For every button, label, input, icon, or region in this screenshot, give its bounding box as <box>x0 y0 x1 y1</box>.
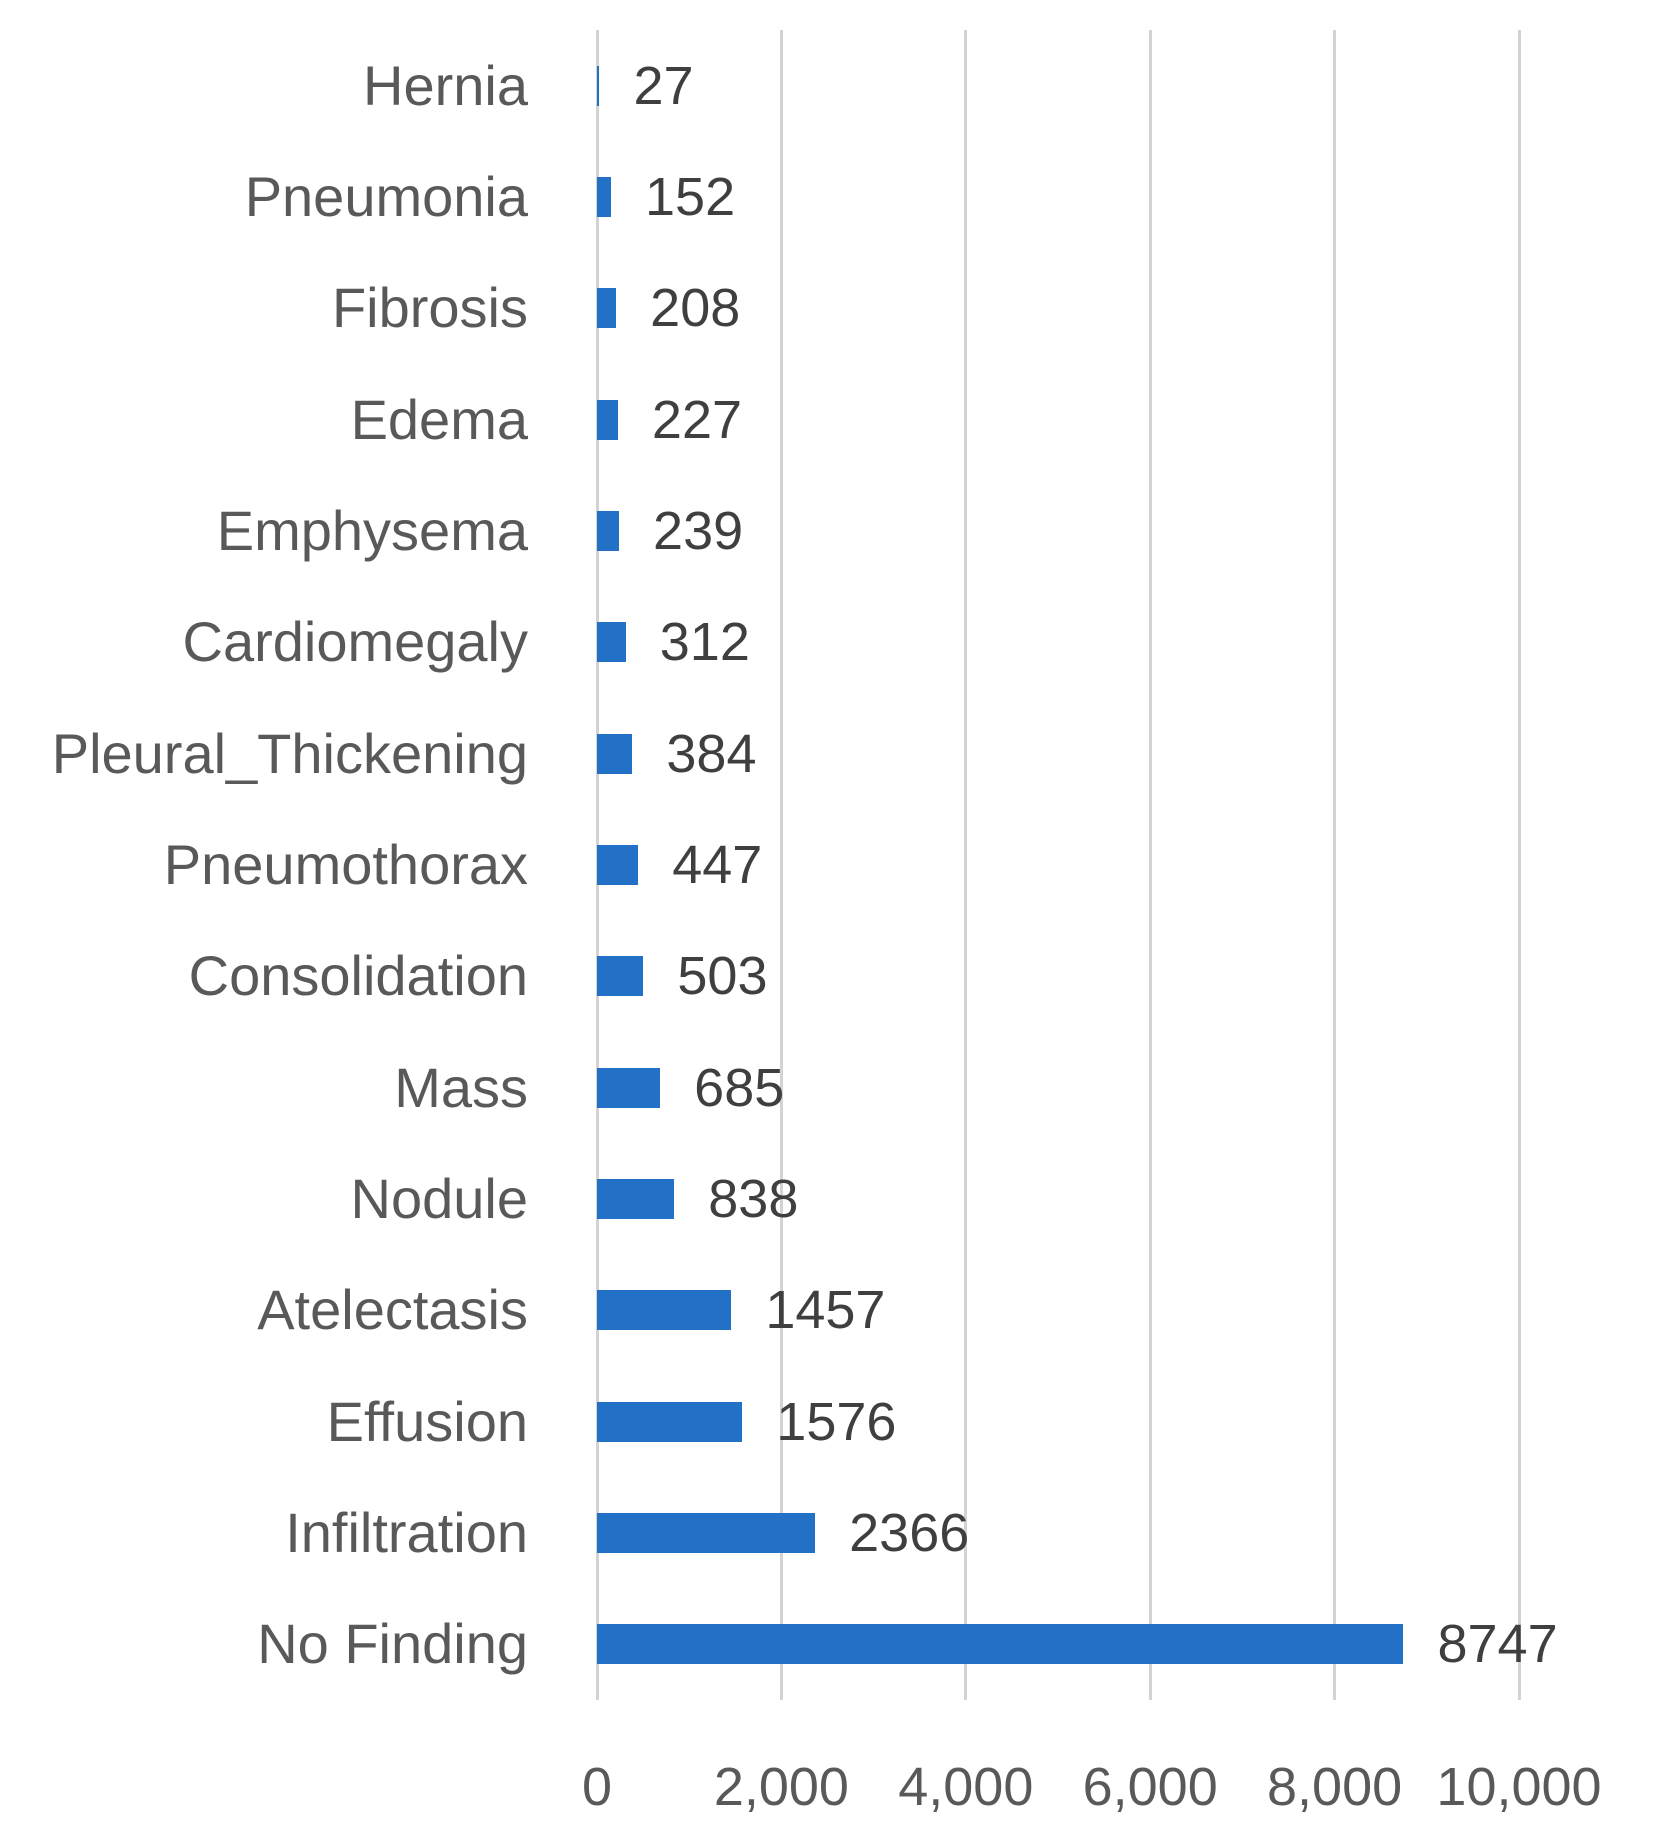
bar <box>597 1067 661 1108</box>
category-label: No Finding <box>257 1612 528 1676</box>
x-tick-label: 4,000 <box>898 1757 1034 1817</box>
value-label: 227 <box>651 389 743 450</box>
category-label: Cardiomegaly <box>182 610 529 674</box>
category-label: Emphysema <box>216 499 528 562</box>
bar <box>597 1513 816 1553</box>
bar <box>597 288 617 329</box>
bar <box>597 845 639 885</box>
gridline <box>964 30 968 1700</box>
value-label: 685 <box>694 1057 785 1118</box>
gridline <box>1517 30 1521 1700</box>
value-label: 503 <box>677 946 768 1007</box>
gridline <box>779 30 783 1700</box>
bar <box>597 622 626 663</box>
category-label: Infiltration <box>285 1501 528 1564</box>
bar <box>597 399 618 440</box>
value-label: 208 <box>650 278 741 339</box>
x-tick-label: 6,000 <box>1082 1757 1218 1817</box>
bar <box>597 733 633 774</box>
category-label: Pleural_Thickening <box>51 721 528 785</box>
value-label: 27 <box>633 55 694 116</box>
bar <box>597 1401 743 1442</box>
category-label: Effusion <box>326 1389 528 1453</box>
category-label: Atelectasis <box>257 1278 528 1342</box>
category-label: Edema <box>350 387 528 451</box>
value-label: 838 <box>708 1169 799 1229</box>
bar <box>597 177 611 217</box>
value-label: 1457 <box>765 1280 886 1341</box>
category-label: Mass <box>394 1055 528 1119</box>
x-tick-label: 8,000 <box>1267 1757 1403 1817</box>
gridline <box>1148 30 1152 1700</box>
value-label: 2366 <box>849 1503 970 1563</box>
gridline <box>1333 30 1337 1700</box>
x-tick-label: 2,000 <box>713 1757 849 1817</box>
category-label: Pneumothorax <box>163 833 528 896</box>
x-tick-label: 10,000 <box>1436 1757 1602 1817</box>
value-label: 447 <box>672 835 763 895</box>
value-label: 152 <box>645 167 736 227</box>
value-label: 384 <box>666 723 757 784</box>
bar <box>597 511 620 551</box>
value-label: 1576 <box>776 1391 897 1452</box>
bar <box>597 1179 675 1219</box>
bar <box>597 1624 1404 1665</box>
value-label: 239 <box>653 501 744 561</box>
bar <box>597 65 600 106</box>
category-label: Nodule <box>350 1167 528 1230</box>
value-label: 312 <box>659 612 750 673</box>
category-label: Consolidation <box>188 944 528 1008</box>
category-label: Hernia <box>363 53 528 117</box>
category-label: Pneumonia <box>244 165 528 228</box>
category-label: Fibrosis <box>331 276 528 340</box>
value-label: 8747 <box>1437 1614 1558 1675</box>
x-tick-label: 0 <box>581 1757 613 1817</box>
bar <box>597 1290 732 1331</box>
bar <box>597 956 644 997</box>
